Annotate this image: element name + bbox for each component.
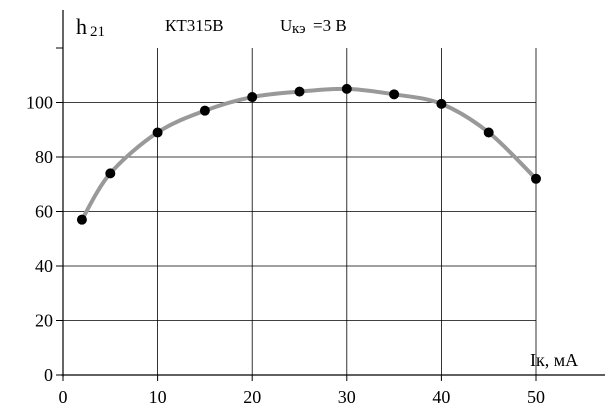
x-tick-label: 50 (527, 387, 545, 407)
data-point (436, 98, 447, 109)
condition-value: =3 В (313, 16, 347, 35)
y-tick-labels: 0 20 40 60 80 100 (26, 93, 53, 386)
y-tick-label: 0 (44, 365, 53, 385)
data-point (389, 89, 400, 100)
data-point (105, 168, 116, 179)
device-title: КТ315В (165, 16, 224, 35)
data-point (76, 214, 87, 225)
grid (63, 48, 537, 375)
data-point (531, 173, 541, 184)
y-tick-label: 40 (35, 256, 53, 276)
data-point (294, 86, 305, 97)
y-tick-label: 100 (26, 93, 53, 113)
data-points (76, 83, 541, 225)
x-tick-label: 0 (59, 387, 68, 407)
series-line (79, 86, 538, 222)
y-tick-label: 60 (35, 202, 53, 222)
y-tick-label: 80 (35, 147, 53, 167)
data-point (483, 127, 494, 138)
x-tick-label: 10 (149, 387, 167, 407)
condition-main: U (280, 16, 292, 35)
x-tick-label: 30 (338, 387, 356, 407)
condition-subscript: кэ (292, 21, 306, 37)
axes (56, 10, 605, 381)
y-axis-label: h (76, 14, 87, 39)
y-tick-label: 20 (35, 311, 53, 331)
data-point (247, 92, 258, 103)
x-tick-labels: 0 10 20 30 40 50 (59, 387, 546, 407)
x-tick-label: 40 (432, 387, 450, 407)
data-point (152, 127, 163, 138)
x-axis-label: Iк, мА (530, 350, 578, 370)
x-tick-label: 20 (243, 387, 261, 407)
data-point (341, 83, 352, 94)
y-axis-label-subscript: 21 (90, 24, 105, 40)
data-point (199, 105, 210, 116)
